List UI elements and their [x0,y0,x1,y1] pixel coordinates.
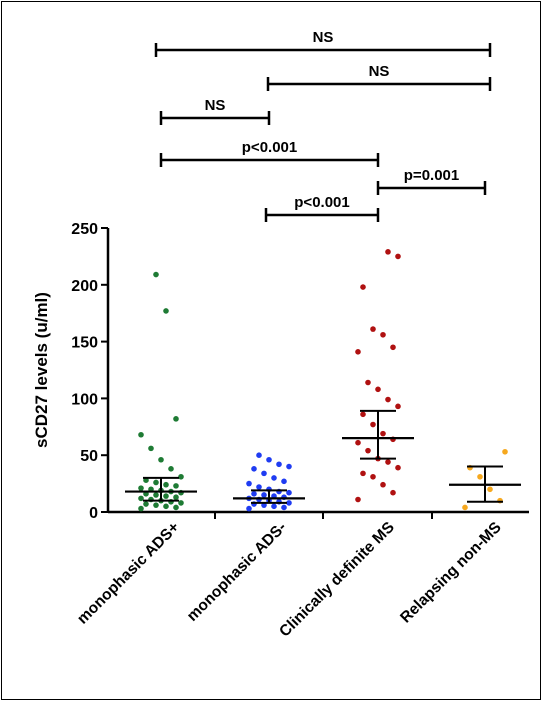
data-point [385,459,391,465]
data-point [286,500,292,506]
data-point [380,331,386,338]
data-point [276,461,282,468]
bracket-label: p=0.001 [404,167,459,184]
y-tick-label: 250 [71,221,98,238]
category-label: Relapsing non-MS [397,519,505,627]
data-point [266,456,272,463]
data-point [360,284,366,290]
y-ticks: 0 50 100 150 200 250 [71,221,433,522]
data-point [385,249,391,255]
data-point [281,504,287,511]
data-point [380,430,386,437]
data-point [271,475,277,481]
category-labels: monophasic ADS+ monophasic ADS-Clinically… [74,519,505,641]
data-point [375,386,381,393]
data-point [138,485,144,491]
data-point [251,491,257,497]
data-point [153,502,159,508]
bracket-label: p<0.001 [242,139,297,156]
data-point [487,486,493,493]
data-point [281,478,287,485]
data-point [390,489,396,496]
y-tick-label: 150 [71,335,98,352]
data-point [271,503,277,510]
data-point [148,445,154,452]
data-point [380,481,386,488]
data-point [477,473,483,480]
data-point [168,466,174,472]
data-point [395,464,401,471]
bracket-label: p<0.001 [294,194,349,211]
data-point [360,411,366,418]
data-point [502,448,508,455]
data-point [153,479,159,486]
data-point [251,466,257,472]
data-point [395,403,401,410]
category-label: Clinically definite MS [276,519,398,641]
data-point [138,495,144,502]
data-point [173,483,179,489]
data-point [173,416,179,422]
bracket-label: NS [369,63,390,80]
data-point [246,505,252,512]
y-tick-label: 50 [80,448,98,465]
data-point [385,396,391,403]
data-point [286,463,292,470]
data-point [261,492,267,498]
bracket-label: NS [205,97,226,114]
data-point [395,253,401,260]
data-point [365,379,371,386]
axes [106,228,529,514]
data-point [178,473,184,480]
category-label: monophasic ADS+ [74,519,183,628]
data-point [360,470,366,477]
data-point [256,452,262,459]
data-point [163,493,169,499]
bracket-label: NS [313,29,334,46]
data-point [355,439,361,446]
data-point [163,308,169,314]
y-tick-label: 100 [71,391,98,408]
data-point [256,484,262,490]
data-point [462,504,468,511]
y-axis-label: sCD27 levels (u/ml) [32,292,51,448]
data-point [370,421,376,428]
data-point [355,496,361,503]
data-points [138,249,508,512]
data-point [153,271,159,278]
data-point [178,500,184,506]
y-tick-label: 0 [89,505,98,522]
data-point [261,470,267,477]
significance-brackets: NS NS NS p<0.001 p=0.001 p<0.001 [154,29,492,222]
data-point [173,504,179,511]
data-point [370,473,376,480]
data-point [153,492,159,498]
data-point [173,494,179,501]
data-point [138,431,144,438]
data-point [246,480,252,487]
data-point [370,326,376,332]
data-point [158,456,164,463]
data-point [138,505,144,512]
data-point [163,481,169,488]
y-tick-label: 200 [71,278,98,295]
data-point [390,344,396,351]
data-point [143,501,149,507]
data-point [365,447,371,454]
data-point [355,349,361,355]
data-point [163,503,169,510]
data-point [286,489,292,496]
median-iqr-bars [125,409,521,504]
category-label: monophasic ADS- [184,519,290,625]
